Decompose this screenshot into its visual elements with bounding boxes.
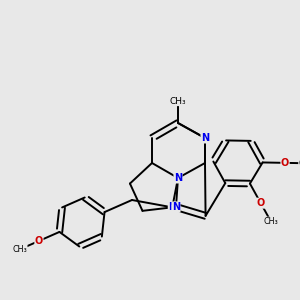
Text: O: O — [281, 158, 289, 168]
Text: CH₃: CH₃ — [264, 217, 278, 226]
Text: CH₃: CH₃ — [170, 97, 186, 106]
Text: N: N — [172, 202, 180, 212]
Text: CH₃: CH₃ — [299, 159, 300, 168]
Text: O: O — [256, 198, 265, 208]
Text: N: N — [201, 133, 209, 143]
Text: N: N — [174, 173, 182, 183]
Text: CH₃: CH₃ — [12, 245, 27, 254]
Text: N: N — [168, 202, 176, 212]
Text: O: O — [35, 236, 43, 246]
